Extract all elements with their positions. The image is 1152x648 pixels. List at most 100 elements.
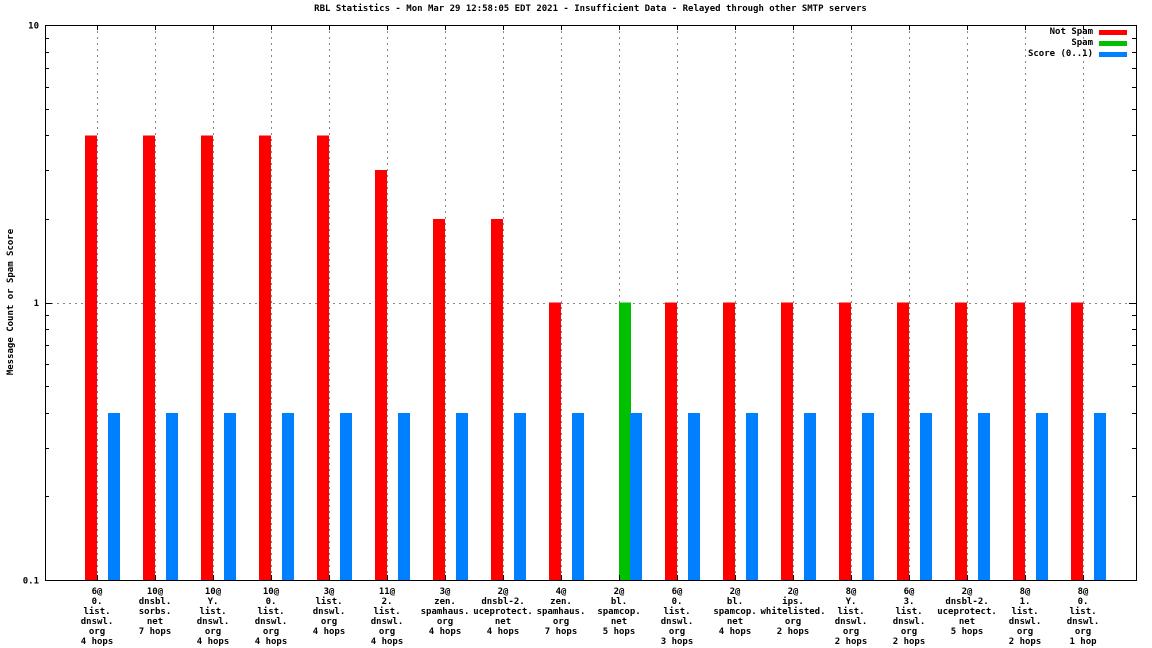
bar-not-spam [723, 302, 735, 580]
x-category-label: 4 hops [429, 627, 462, 637]
x-category-label: 2@ [498, 587, 509, 597]
x-category-label: org [437, 617, 453, 627]
legend-item-score: Score (0..1) [1028, 49, 1127, 59]
x-category-label: 8@ [1078, 587, 1089, 597]
x-category-label: 2@ [730, 587, 741, 597]
x-category-label: 2@ [962, 587, 973, 597]
x-category-label: org [843, 627, 859, 637]
x-category-label: 5 hops [603, 627, 636, 637]
x-category-label: 4 hops [255, 637, 288, 647]
bar-score-0-1 [1036, 412, 1048, 580]
x-category-label: 2 hops [835, 637, 868, 647]
x-category-label: 7 hops [545, 627, 578, 637]
bar-not-spam [201, 135, 213, 581]
x-category-label: list. [315, 596, 342, 607]
x-category-label: list. [257, 606, 284, 617]
legend-item-not-spam: Not Spam [1028, 27, 1127, 37]
x-category-label: dnswl. [197, 617, 230, 627]
x-category-label: 0. [1078, 597, 1089, 607]
x-category-label: org [1017, 627, 1033, 637]
legend-item-spam: Spam [1028, 38, 1127, 48]
x-category-label: 4 hops [197, 637, 230, 647]
bar-score-0-1 [108, 412, 120, 580]
x-category-label: spamhaus. [421, 607, 470, 617]
x-category-label: zen. [550, 597, 572, 607]
legend-label-spam: Spam [1071, 38, 1093, 48]
x-category-label: 6@ [672, 587, 683, 597]
x-category-label: org [901, 627, 917, 637]
x-category-label: dnsbl-2. [481, 597, 524, 607]
x-category-label: dnswl. [313, 607, 346, 617]
x-category-label: org [1075, 627, 1091, 637]
y-tick-label: 1 [34, 299, 39, 309]
x-category-label: net [147, 617, 163, 627]
x-category-label: spamcop. [713, 607, 756, 617]
bar-score-0-1 [688, 412, 700, 580]
bar-not-spam [897, 302, 909, 580]
x-category-label: org [785, 617, 801, 627]
x-category-label: 0. [672, 597, 683, 607]
x-category-label: Y. [846, 597, 857, 607]
x-category-label: 4 hops [719, 627, 752, 637]
bar-score-0-1 [978, 412, 990, 580]
x-category-label: dnswl. [661, 617, 694, 627]
x-category-label: dnswl. [893, 617, 926, 627]
x-category-label: list. [83, 606, 110, 617]
x-category-label: net [495, 617, 511, 627]
x-category-label: 2 hops [777, 627, 810, 637]
y-tick-label: 10 [28, 22, 39, 32]
x-category-label: 8@ [1020, 587, 1031, 597]
x-category-label: 10@ [147, 587, 164, 597]
x-category-label: 2. [382, 597, 393, 607]
x-category-label: dnswl. [1067, 617, 1100, 627]
x-category-label: 10@ [205, 587, 222, 597]
x-category-label: spamcop. [597, 607, 640, 617]
bar-not-spam [85, 135, 97, 581]
legend: Not Spam Spam Score (0..1) [1028, 27, 1127, 60]
x-category-label: org [89, 627, 105, 637]
legend-swatch-spam-icon [1099, 40, 1127, 46]
x-category-label: org [379, 627, 395, 637]
x-category-label: list. [373, 606, 400, 617]
bar-score-0-1 [862, 412, 874, 580]
bar-not-spam [1071, 302, 1083, 580]
x-category-label: org [669, 627, 685, 637]
x-category-label: 4@ [556, 587, 567, 597]
x-category-label: org [205, 627, 221, 637]
bar-not-spam [955, 302, 967, 580]
bar-score-0-1 [166, 412, 178, 580]
bar-not-spam [143, 135, 155, 581]
x-category-label: net [959, 617, 975, 627]
x-category-label: 6@ [904, 587, 915, 597]
x-category-label: 3@ [324, 587, 335, 597]
y-tick-label: 0.1 [23, 577, 39, 587]
x-category-label: bl. [727, 597, 743, 607]
x-category-label: 1. [1020, 597, 1031, 607]
x-category-label: list. [663, 606, 690, 617]
x-category-label: dnswl. [81, 617, 114, 627]
bar-not-spam [375, 170, 387, 580]
x-category-label: 1 hop [1069, 637, 1097, 647]
x-category-label: bl. [611, 597, 627, 607]
bar-score-0-1 [630, 412, 642, 580]
x-category-label: list. [1011, 606, 1038, 617]
x-category-label: org [553, 617, 569, 627]
x-category-label: uceprotect. [937, 607, 997, 617]
x-category-label: list. [895, 606, 922, 617]
x-category-label: 3. [904, 597, 915, 607]
x-category-label: list. [837, 606, 864, 617]
bar-not-spam [665, 302, 677, 580]
x-category-label: 8@ [846, 587, 857, 597]
bar-not-spam [491, 218, 503, 580]
x-category-label: 2@ [614, 587, 625, 597]
x-category-label: dnsbl. [139, 597, 172, 607]
legend-swatch-score-icon [1099, 51, 1127, 57]
x-category-label: ips. [782, 596, 804, 607]
bar-not-spam [549, 302, 561, 580]
x-category-label: org [321, 617, 337, 627]
x-category-label: 4 hops [487, 627, 520, 637]
bar-score-0-1 [920, 412, 932, 580]
bar-score-0-1 [398, 412, 410, 580]
x-category-label: 3 hops [661, 637, 694, 647]
